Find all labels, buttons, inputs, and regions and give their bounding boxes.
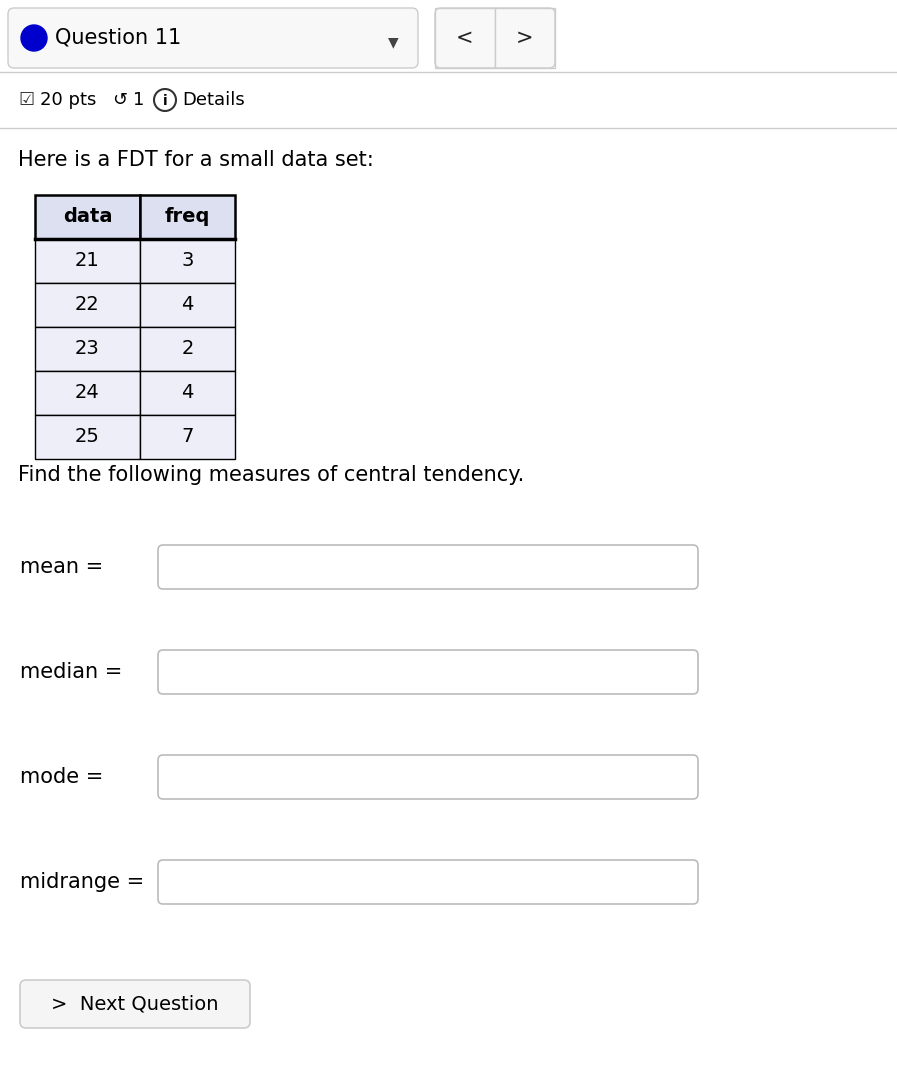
Text: 25: 25 [75,428,100,446]
Bar [35,327,140,371]
FancyBboxPatch shape [8,8,418,68]
Text: 24: 24 [75,384,100,402]
Text: <: < [457,28,474,49]
Text: 21: 21 [75,251,100,271]
Text: i: i [162,94,168,108]
Text: 4: 4 [181,384,194,402]
Text: Details: Details [182,91,245,109]
Bar [35,284,140,327]
Bar [140,195,235,239]
Text: freq: freq [165,207,210,226]
Text: 1: 1 [133,91,144,109]
Text: mean =: mean = [20,557,103,577]
FancyBboxPatch shape [20,980,250,1028]
FancyBboxPatch shape [158,755,698,799]
Circle shape [154,89,176,111]
Text: mode =: mode = [20,768,103,787]
Text: Find the following measures of central tendency.: Find the following measures of central t… [18,465,524,485]
Text: Here is a FDT for a small data set:: Here is a FDT for a small data set: [18,150,374,170]
Text: midrange =: midrange = [20,872,144,892]
Text: median =: median = [20,662,122,682]
Text: 20 pts: 20 pts [40,91,96,109]
Bar [140,371,235,415]
Bar [35,195,140,239]
Text: >: > [517,28,534,49]
FancyBboxPatch shape [158,650,698,694]
Text: 2: 2 [181,340,194,359]
Bar [140,327,235,371]
FancyBboxPatch shape [158,860,698,904]
Bar [35,415,140,459]
Text: 22: 22 [75,295,100,315]
Text: ▼: ▼ [388,34,398,49]
Bar [140,415,235,459]
Text: 23: 23 [75,340,100,359]
Text: 7: 7 [181,428,194,446]
Bar [495,8,555,68]
FancyBboxPatch shape [158,545,698,589]
Text: 3: 3 [181,251,194,271]
Circle shape [21,25,47,51]
Text: Question 11: Question 11 [55,28,181,49]
Text: ↺: ↺ [112,91,127,109]
Bar [35,371,140,415]
Text: 4: 4 [181,295,194,315]
Text: >  Next Question: > Next Question [51,995,219,1013]
Bar [435,8,495,68]
Bar [35,239,140,284]
Bar [140,239,235,284]
Text: ☑: ☑ [18,91,34,109]
Text: data: data [63,207,112,226]
Bar [140,284,235,327]
